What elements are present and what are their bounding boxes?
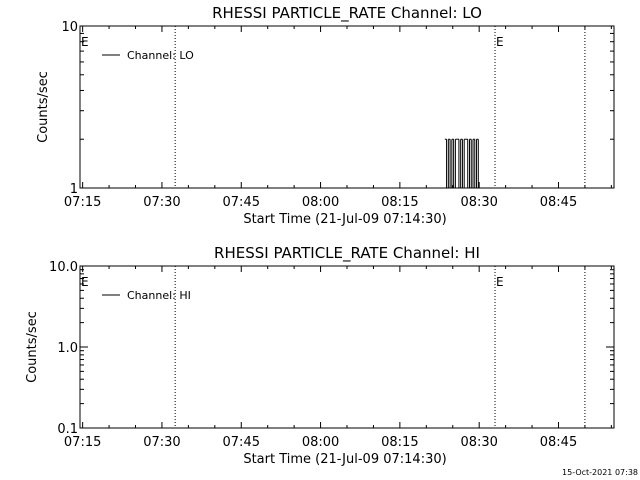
x-tick-label: 07:15	[64, 435, 101, 450]
x-tick-label: 08:00	[302, 195, 339, 210]
chart-title: RHESSI PARTICLE_RATE Channel: HI	[214, 244, 480, 263]
x-tick-label: 08:30	[460, 435, 497, 450]
y-axis-label: Counts/sec	[25, 311, 40, 383]
x-axis-label: Start Time (21-Jul-09 07:14:30)	[243, 452, 446, 467]
x-tick-label: 07:45	[223, 195, 260, 210]
x-tick-label: 08:45	[540, 195, 577, 210]
event-marker: E	[81, 275, 89, 289]
event-marker: E	[81, 35, 89, 49]
y-tick-label: 10	[61, 20, 78, 35]
x-tick-label: 07:45	[223, 435, 260, 450]
x-tick-label: 07:15	[64, 195, 101, 210]
chart-title: RHESSI PARTICLE_RATE Channel: LO	[212, 4, 482, 23]
x-tick-label: 07:30	[143, 435, 180, 450]
y-axis-label: Counts/sec	[36, 71, 51, 143]
x-tick-label: 08:30	[460, 195, 497, 210]
y-tick-label: 0.1	[57, 422, 78, 437]
y-tick-label: 1	[70, 182, 78, 197]
legend-label: Channel: LO	[127, 49, 194, 62]
event-marker: E	[496, 35, 504, 49]
event-marker: E	[496, 275, 504, 289]
x-tick-label: 08:00	[302, 435, 339, 450]
generated-timestamp: 15-Oct-2021 07:38	[562, 468, 638, 477]
x-axis-label: Start Time (21-Jul-09 07:14:30)	[243, 212, 446, 227]
y-tick-label: 1.0	[57, 341, 78, 356]
x-tick-label: 08:15	[381, 435, 418, 450]
legend-label: Channel: HI	[127, 289, 191, 302]
series-0	[444, 138, 481, 189]
x-tick-label: 08:15	[381, 195, 418, 210]
x-tick-label: 07:30	[143, 195, 180, 210]
y-tick-label: 10.0	[49, 260, 78, 275]
x-tick-label: 08:45	[540, 435, 577, 450]
